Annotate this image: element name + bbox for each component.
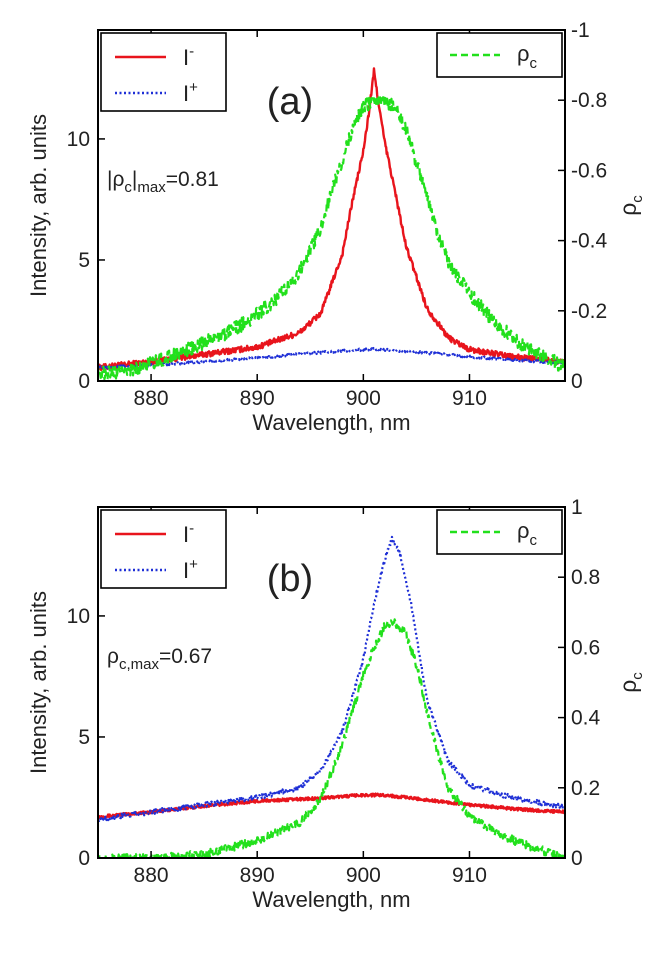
x-tick-label: 900: [346, 864, 381, 887]
y2-tick-label: -0.2: [571, 300, 607, 323]
legend-box-left: [100, 509, 227, 589]
y2-tick-label: -0.6: [571, 159, 607, 182]
y2-axis-label: ρc: [615, 195, 646, 216]
y2-tick-label: 0.4: [571, 707, 601, 730]
y-tick-label: 10: [67, 128, 90, 151]
legend-label: ρc: [517, 41, 538, 72]
x-tick-label: 890: [240, 387, 275, 410]
y2-tick-label: -1: [571, 19, 590, 42]
max-annotation: ρc,max=0.67: [107, 645, 212, 673]
legend-box-left: [100, 32, 227, 112]
legend-label: ρc: [517, 518, 538, 549]
panel-label: (b): [267, 558, 313, 600]
x-tick-label: 910: [452, 864, 487, 887]
panel-a: 880 890 900 910 0 5 10 0 -0.2 -0.4 -0.6 -0.8 -1 Wavel…: [26, 19, 646, 435]
legend-label: I+: [183, 79, 198, 106]
series-line-ρc: [98, 618, 565, 858]
series-group: [98, 67, 565, 381]
series-line-I-: [98, 792, 565, 820]
x-tick-label: 890: [240, 864, 275, 887]
x-tick-label: 910: [452, 387, 487, 410]
x-tick-label: 880: [134, 387, 169, 410]
max-annotation: |ρc|max=0.81: [107, 168, 219, 196]
x-axis-label: Wavelength, nm: [252, 410, 410, 435]
series-line-I-: [98, 67, 565, 372]
x-tick-label: 900: [346, 387, 381, 410]
series-line-I+: [98, 535, 565, 823]
y-axis-label: Intensity, arb. units: [26, 591, 51, 774]
x-axis-label: Wavelength, nm: [252, 887, 410, 912]
panel-b: 880 890 900 910 0 5 10 0 0.2 0.4 0.6 0.8 1 Wavelength…: [26, 496, 646, 912]
y-tick-label: 5: [78, 726, 90, 749]
y2-tick-label: 0.8: [571, 566, 600, 589]
plot-frame: [97, 506, 566, 859]
y-tick-label: 0: [78, 847, 90, 870]
y2-tick-label: 0.2: [571, 777, 600, 800]
y2-tick-label: 0: [571, 370, 583, 393]
y2-axis-label: ρc: [615, 672, 646, 693]
panel-label: (a): [267, 81, 313, 123]
plot-frame: [97, 29, 566, 382]
x-tick-label: 880: [134, 864, 169, 887]
legend-label: I-: [183, 43, 194, 70]
y-tick-label: 0: [78, 370, 90, 393]
series-line-I+: [98, 346, 565, 370]
y2-tick-label: 0.6: [571, 636, 600, 659]
y2-tick-label: 1: [571, 496, 583, 519]
y2-tick-label: 0: [571, 847, 583, 870]
series-line-ρc: [98, 93, 565, 381]
y-axis-label: Intensity, arb. units: [26, 114, 51, 297]
y2-tick-label: -0.8: [571, 89, 607, 112]
legend-label: I-: [183, 520, 194, 547]
y2-tick-label: -0.4: [571, 230, 608, 253]
series-group: [98, 535, 565, 858]
legend-label: I+: [183, 556, 198, 583]
y-tick-label: 5: [78, 249, 90, 272]
y-tick-label: 10: [67, 605, 90, 628]
